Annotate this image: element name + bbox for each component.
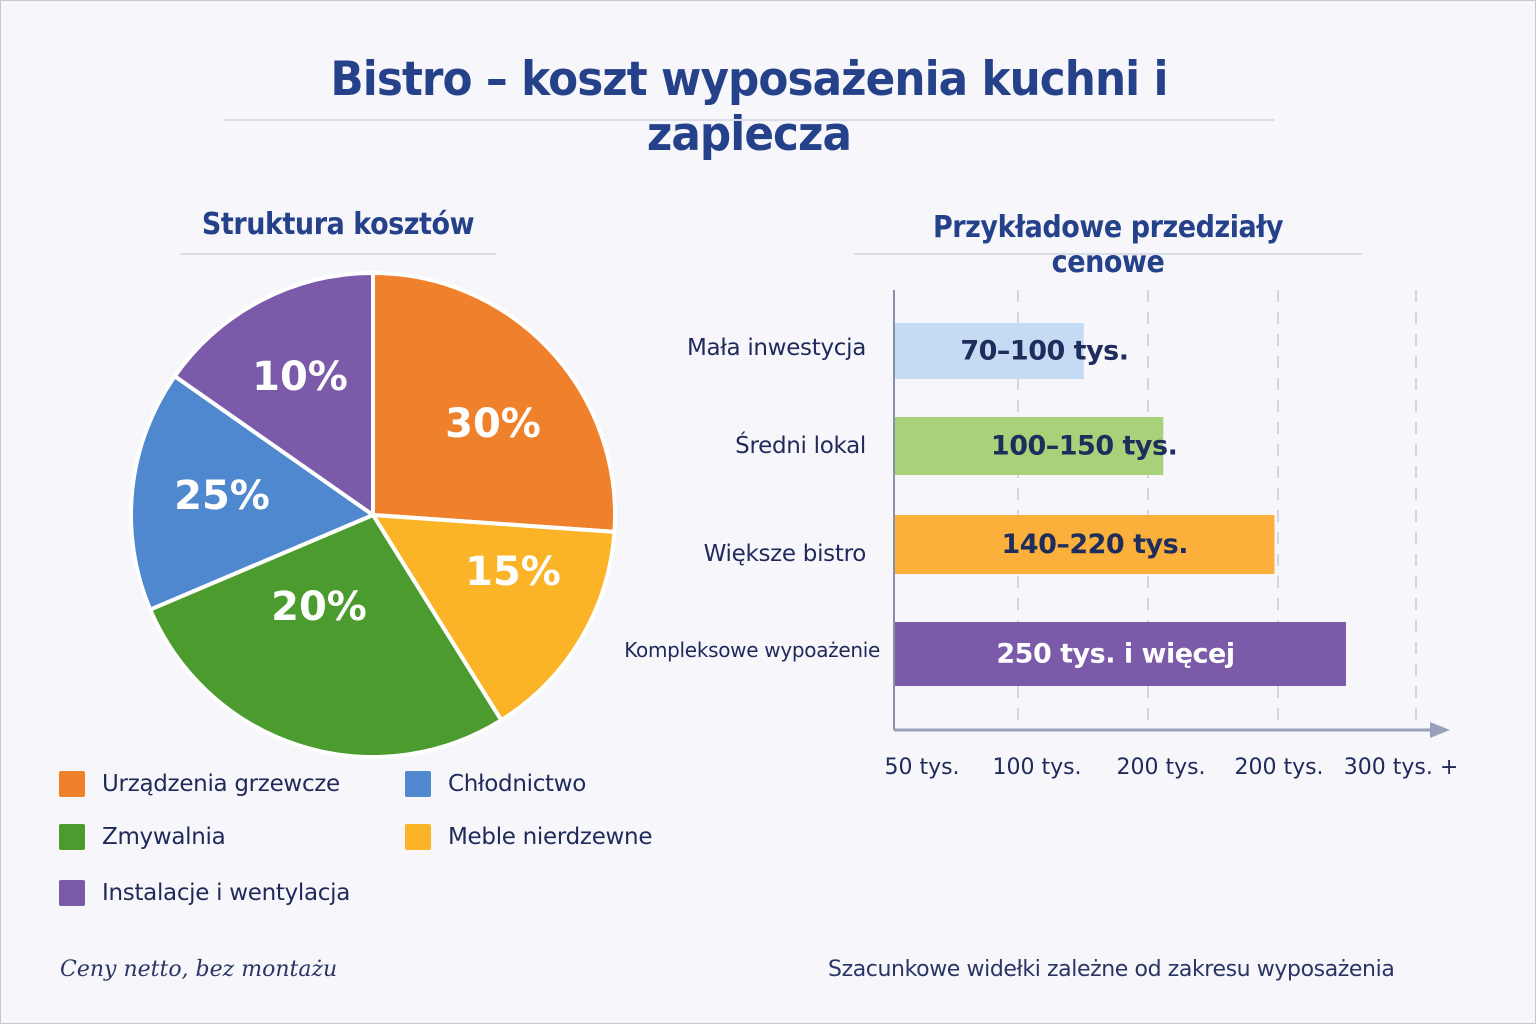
x-axis-arrow-icon (1430, 722, 1450, 738)
bar-chart: 70–100 tys. 100–150 tys. 140–220 tys. 250 t… (884, 290, 1458, 780)
bar-category-label: Większe bistro (703, 541, 867, 567)
legend-label: Meble nierdzewne (448, 824, 653, 850)
legend-label: Urządzenia grzewcze (102, 771, 340, 797)
bar-value-label: 250 tys. i więcej (996, 639, 1234, 670)
x-tick-label: 200 tys. (1116, 755, 1205, 780)
legend-item: Zmywalnia (59, 824, 226, 850)
legend-item: Chłodnictwo (405, 771, 586, 797)
legend-swatch (59, 824, 85, 850)
pie-slice (148, 513, 504, 759)
bar-value-label: 100–150 tys. (991, 431, 1177, 462)
pie-title-divider (180, 253, 496, 255)
bar-title-divider (854, 253, 1362, 255)
pie-slice (172, 271, 375, 517)
bar-value-label: 70–100 tys. (960, 336, 1128, 367)
legend-swatch (59, 771, 85, 797)
pie-slice-label: 25% (174, 473, 270, 519)
bar-chart-title: Przykładowe przedziały cenowe (932, 210, 1284, 280)
bar (895, 417, 1164, 475)
x-tick-label: 50 tys. (884, 755, 959, 780)
legend-swatch (59, 880, 85, 906)
page-title: Bistro – koszt wyposażenia kuchni i zapl… (330, 52, 1168, 162)
pie-slice-label: 30% (445, 401, 541, 447)
legend-item: Meble nierdzewne (405, 824, 652, 850)
pie-slice-label: 10% (252, 354, 348, 400)
x-tick-label: 200 tys. (1234, 755, 1323, 780)
bar (895, 622, 1346, 686)
x-tick-label: 100 tys. (992, 755, 1081, 780)
legend-label: Zmywalnia (102, 824, 226, 850)
footnote-right: Szacunkowe widełki zależne od zakresu wy… (828, 957, 1395, 982)
bar (895, 515, 1275, 574)
pie-chart-title: Struktura kosztów (201, 207, 475, 242)
pie-slice (371, 271, 617, 534)
bar (895, 323, 1084, 379)
legend-swatch (405, 771, 431, 797)
bar-category-label: Kompleksowe wypoażenie (624, 638, 880, 662)
pie-slice-label: 15% (465, 549, 561, 595)
legend-item: Instalacje i wentylacja (59, 880, 350, 906)
x-tick-label: 300 tys. + (1344, 755, 1459, 780)
pie-slice (129, 374, 375, 612)
legend-label: Chłodnictwo (448, 771, 587, 797)
legend-label: Instalacje i wentylacja (102, 880, 351, 906)
bar-category-label: Średni lokal (735, 433, 866, 459)
bar-category-labels: Mała inwestycja Średni lokal Większe bistr… (600, 0, 880, 1024)
footnote-left: Ceny netto, bez montażu (60, 957, 338, 982)
pie-slice-label: 20% (271, 584, 367, 630)
title-divider (224, 119, 1274, 121)
legend-item: Urządzenia grzewcze (59, 771, 340, 797)
bar-category-label: Mała inwestycja (686, 335, 866, 361)
pie-slice (371, 513, 617, 723)
legend-swatch (405, 824, 431, 850)
bar-value-label: 140–220 tys. (1002, 529, 1188, 560)
pie-chart: 30% 15% 20% 25% 10% (129, 271, 617, 759)
